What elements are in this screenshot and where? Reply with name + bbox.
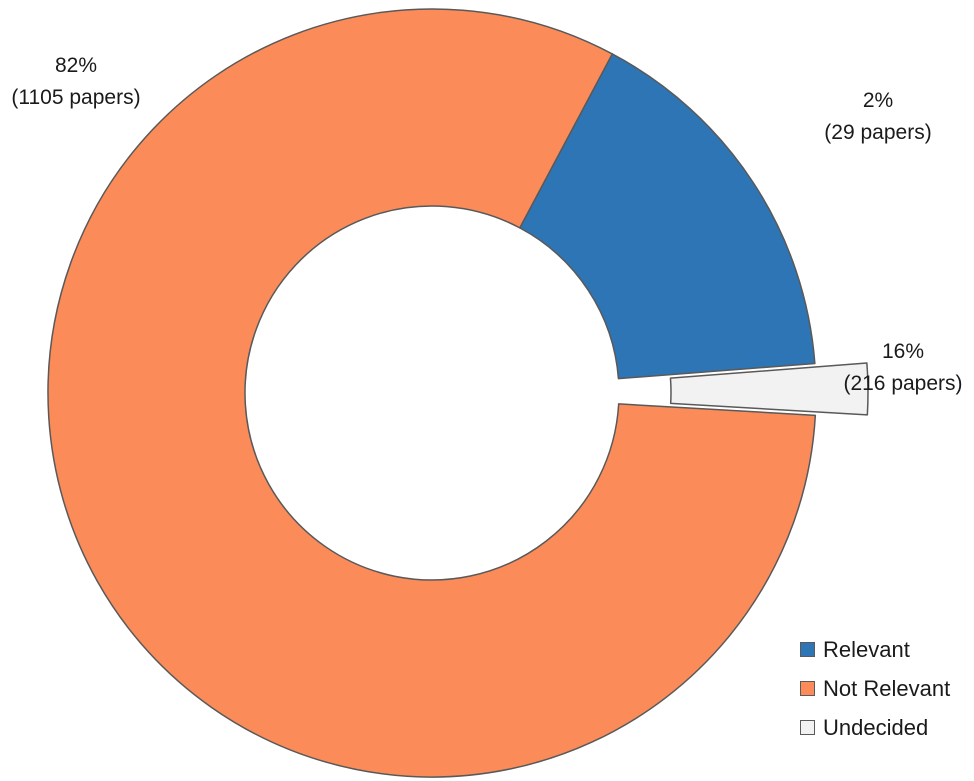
legend-label-undecided: Undecided [823,714,929,740]
legend-swatch-undecided [800,720,815,735]
label-percent-undecided: 2% [863,89,893,112]
legend-item-not-relevant: Not Relevant [800,669,970,708]
label-percent-relevant: 16% [882,340,924,363]
slice-undecided [669,362,869,416]
legend-item-undecided: Undecided [800,708,970,747]
label-percent-not-relevant: 82% [55,54,97,77]
label-count-undecided: (29 papers) [824,121,931,144]
legend-swatch-relevant [800,642,815,657]
slice-labels: 16% (216 papers) 2% (29 papers) 82% (1105 pap… [11,54,962,395]
legend-swatch-not-relevant [800,681,815,696]
legend-label-not-relevant: Not Relevant [823,675,951,701]
legend-label-relevant: Relevant [823,636,910,662]
label-count-not-relevant: (1105 papers) [11,86,140,109]
slice-relevant [519,53,816,380]
slice-not-relevant [47,8,817,778]
legend-item-relevant: Relevant [800,630,970,669]
chart-legend: Relevant Not Relevant Undecided [800,630,970,747]
donut-slices [47,8,869,778]
label-count-relevant: (216 papers) [843,372,962,395]
